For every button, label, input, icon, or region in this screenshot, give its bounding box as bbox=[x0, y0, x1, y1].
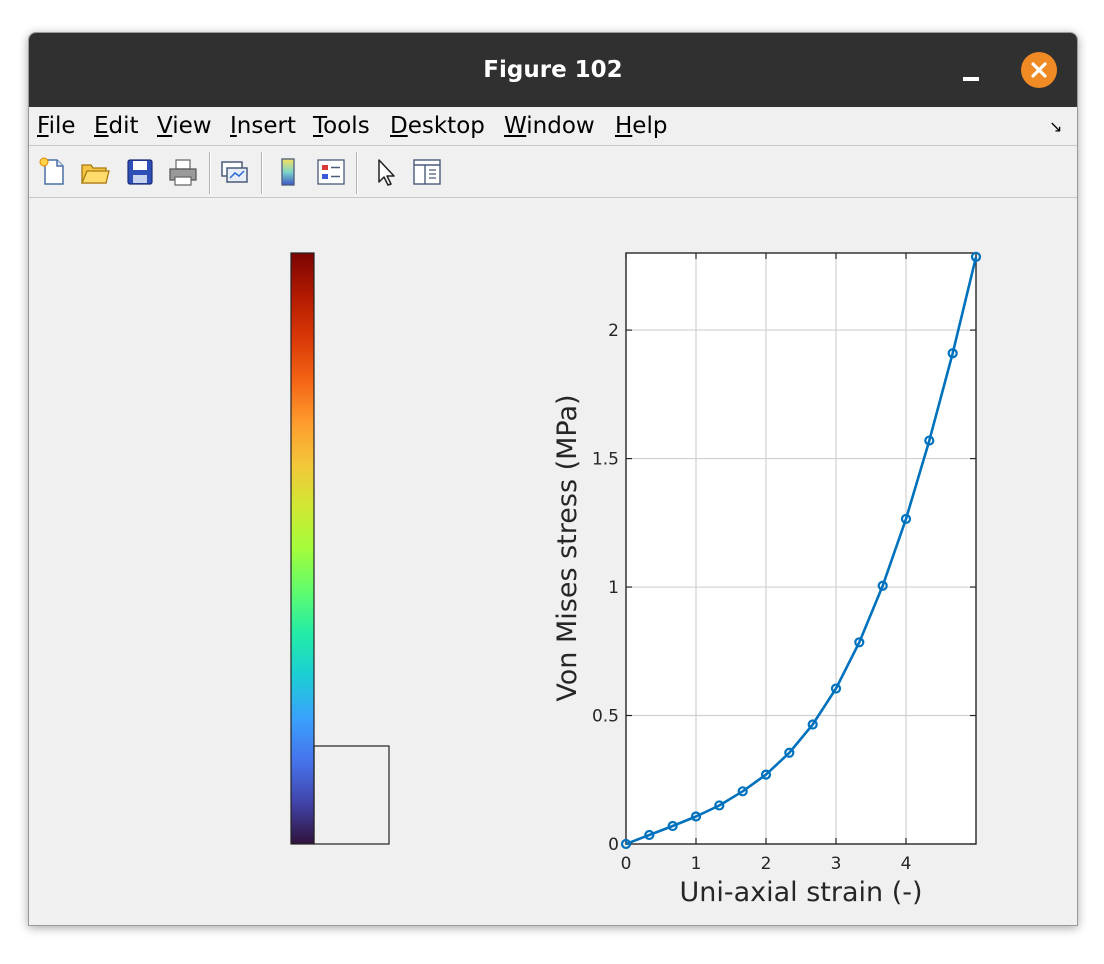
menu-help[interactable]: Help bbox=[615, 113, 668, 139]
figure-window: Figure 102 File Edit View Insert Tools D… bbox=[28, 32, 1078, 926]
save-icon[interactable] bbox=[124, 156, 156, 188]
x-tick-label: 2 bbox=[761, 854, 772, 874]
figure-toolbar bbox=[29, 146, 1077, 198]
menu-edit[interactable]: Edit bbox=[94, 113, 139, 139]
open-file-icon[interactable] bbox=[79, 156, 111, 188]
data-point bbox=[807, 719, 818, 730]
dock-arrow-icon[interactable]: ↘ bbox=[1049, 117, 1063, 136]
x-tick-label: 0 bbox=[621, 854, 632, 874]
minimize-button[interactable] bbox=[961, 63, 985, 87]
mesh-element[interactable] bbox=[313, 745, 390, 845]
menu-file[interactable]: File bbox=[37, 113, 76, 139]
x-tick-label: 1 bbox=[691, 854, 702, 874]
property-inspector-icon[interactable] bbox=[411, 156, 443, 188]
minimize-icon bbox=[963, 77, 979, 81]
data-point bbox=[970, 251, 982, 262]
series-stress-strain bbox=[620, 251, 982, 850]
toolbar-separator bbox=[261, 152, 263, 194]
menu-window[interactable]: Window bbox=[504, 113, 595, 139]
x-tick-label: 4 bbox=[901, 854, 912, 874]
data-point bbox=[620, 838, 632, 850]
figure-canvas: 0 1 2 3 4 0 0.5 1 1.5 2 Uni-axial strain (-) Von … bbox=[29, 198, 1077, 925]
print-icon[interactable] bbox=[167, 156, 199, 188]
axes-box bbox=[625, 252, 977, 845]
data-point bbox=[830, 683, 842, 694]
close-button[interactable] bbox=[1021, 52, 1057, 88]
y-tick-label: 2 bbox=[608, 321, 619, 341]
data-point bbox=[924, 435, 935, 446]
data-point bbox=[877, 580, 888, 591]
data-point bbox=[690, 811, 702, 822]
toolbar-separator bbox=[209, 152, 211, 194]
toolbar-separator bbox=[356, 152, 358, 194]
y-tick-label: 1.5 bbox=[592, 450, 619, 470]
menu-tools[interactable]: Tools bbox=[313, 113, 370, 139]
series-line bbox=[625, 256, 978, 846]
close-icon bbox=[1031, 62, 1047, 78]
data-point bbox=[900, 513, 912, 525]
data-point bbox=[644, 829, 655, 841]
link-plot-icon[interactable] bbox=[218, 156, 250, 188]
data-point bbox=[760, 769, 772, 780]
new-figure-icon[interactable] bbox=[37, 156, 69, 188]
y-tick-label: 1 bbox=[608, 578, 619, 598]
menu-view[interactable]: View bbox=[157, 113, 212, 139]
window-title: Figure 102 bbox=[483, 57, 623, 83]
menu-insert[interactable]: Insert bbox=[230, 113, 296, 139]
data-point bbox=[854, 637, 865, 648]
x-tick-label: 3 bbox=[831, 854, 842, 874]
colorbar[interactable] bbox=[290, 252, 315, 845]
data-point bbox=[714, 800, 725, 811]
legend-icon[interactable] bbox=[315, 156, 347, 188]
y-tick-label: 0 bbox=[608, 835, 619, 855]
data-point bbox=[947, 348, 958, 359]
colorbar-icon[interactable] bbox=[272, 156, 304, 188]
figure-plot-area: 0 1 2 3 4 0 0.5 1 1.5 2 Uni-axial strain (-) Von … bbox=[290, 251, 982, 908]
data-point bbox=[667, 820, 678, 832]
y-axis-label: Von Mises stress (MPa) bbox=[552, 394, 583, 701]
menu-desktop[interactable]: Desktop bbox=[390, 113, 485, 139]
x-axis-label: Uni-axial strain (-) bbox=[679, 877, 922, 908]
axes-background[interactable] bbox=[626, 253, 976, 844]
menu-bar: File Edit View Insert Tools Desktop Wind… bbox=[29, 107, 1077, 146]
pointer-icon[interactable] bbox=[370, 156, 402, 188]
grid-lines bbox=[626, 253, 976, 844]
data-point bbox=[737, 786, 748, 797]
data-point bbox=[784, 747, 795, 758]
title-bar[interactable]: Figure 102 bbox=[29, 33, 1077, 107]
y-tick-label: 0.5 bbox=[592, 707, 619, 727]
